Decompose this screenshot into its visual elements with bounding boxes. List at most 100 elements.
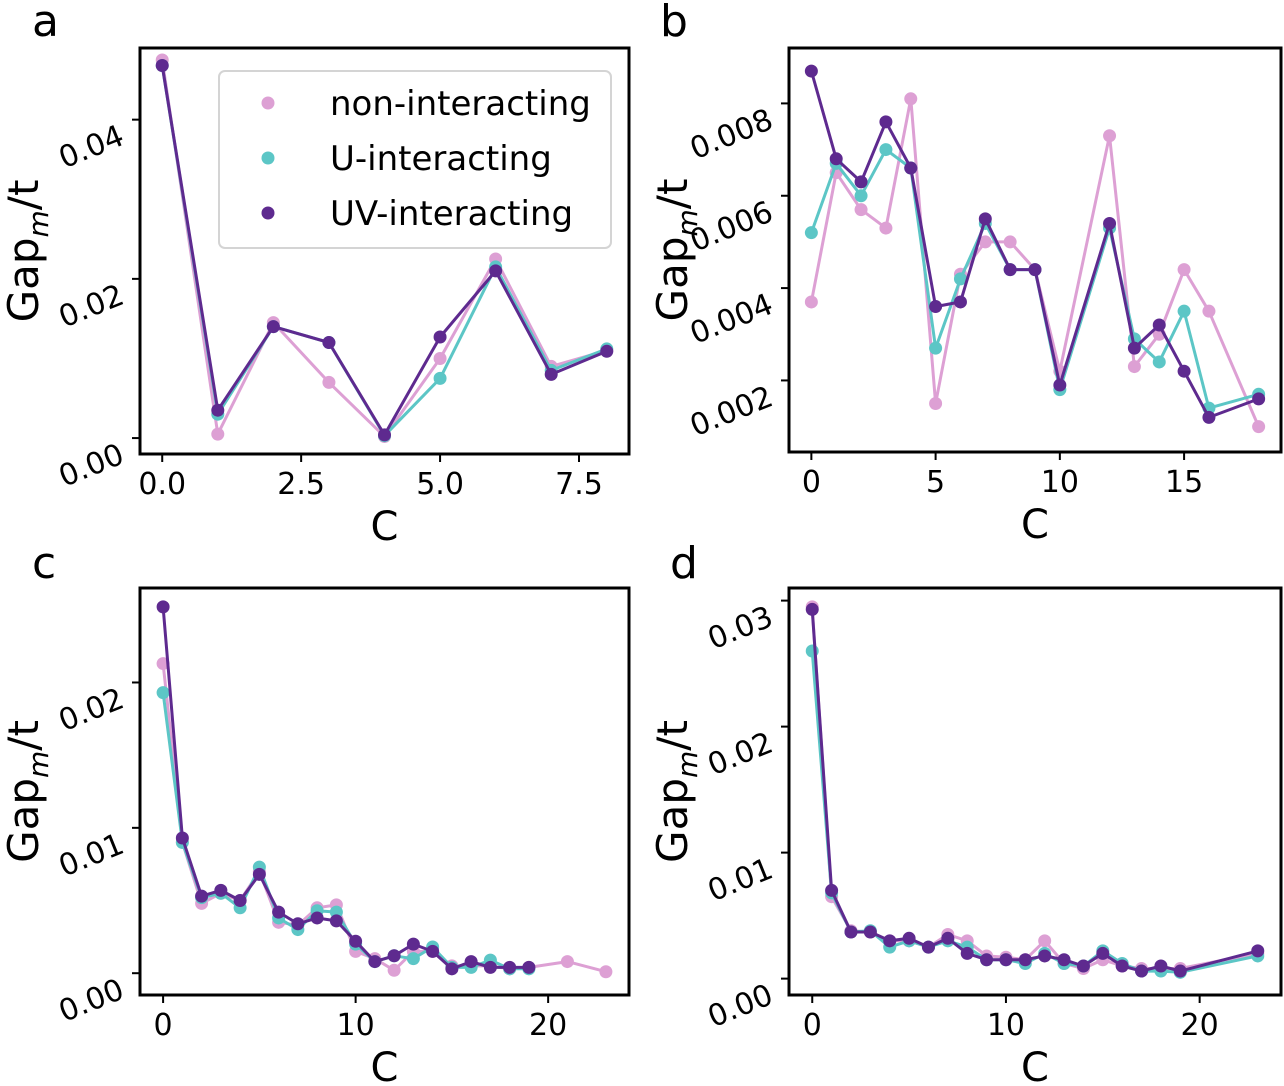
data-point-uv-interacting (214, 883, 228, 897)
x-axis-label-b: C (1021, 502, 1049, 548)
x-tick-label-b: 5 (926, 465, 945, 500)
data-point-uv-interacting (291, 917, 305, 931)
data-point-non-interacting (879, 221, 893, 235)
y-axis-label-subscript: m (671, 751, 704, 778)
series-line-u-interacting (809, 148, 1260, 410)
data-point-uv-interacting (1076, 959, 1090, 973)
data-point-non-interacting (1127, 360, 1141, 374)
series-line-uv-interacting (809, 70, 1260, 419)
y-axis-label-tail: /t (0, 180, 48, 211)
data-point-uv-interacting (378, 428, 391, 442)
data-point-non-interacting (904, 92, 918, 106)
series-non-interacting-d (805, 600, 1265, 976)
legend-frame (218, 70, 612, 249)
y-axis-label-main: Gap (648, 778, 697, 863)
x-tick-label-c: 20 (529, 1008, 567, 1043)
y-tick-label-a: 0.02 (54, 278, 129, 335)
chart-a: 0.0 2.5 5.0 7.5 0.00 0.02 0.04 C Gapm/t non-inter… (0, 46, 631, 550)
data-point-uv-interacting (445, 962, 459, 976)
data-point-uv-interacting (1038, 949, 1052, 963)
data-point-u-interacting (1152, 355, 1166, 369)
y-tick-label-b: 0.008 (685, 102, 778, 167)
data-point-non-interacting (854, 203, 868, 217)
panel-label-a: a (32, 0, 59, 47)
x-axis-label-d: C (1021, 1045, 1049, 1086)
y-tick-label-d: 0.03 (703, 600, 778, 657)
series-line-non-interacting (809, 97, 1260, 428)
data-point-uv-interacting (503, 960, 517, 974)
series-uv-interacting-d (805, 602, 1265, 978)
data-point-uv-interacting (1057, 953, 1071, 967)
data-point-uv-interacting (1152, 318, 1166, 332)
data-point-uv-interacting (1115, 959, 1129, 973)
panel-label-c: c (32, 538, 56, 589)
data-point-non-interacting (1177, 263, 1191, 277)
data-point-non-interacting (560, 955, 574, 969)
data-point-uv-interacting (929, 300, 943, 314)
y-tick-label-d: 0.00 (703, 978, 778, 1035)
data-point-uv-interacting (879, 115, 893, 129)
panel-label-d: d (670, 538, 698, 589)
data-point-uv-interacting (155, 59, 169, 73)
x-tick-label-c: 0 (154, 1008, 173, 1043)
series-line-non-interacting (810, 606, 1259, 970)
data-point-uv-interacting (433, 330, 447, 344)
y-tick-label-b: 0.004 (685, 287, 778, 352)
y-axis-label-d: Gapm/t (648, 720, 704, 863)
data-point-non-interacting (1038, 934, 1052, 948)
data-point-non-interacting (211, 427, 225, 441)
legend-marker-non-interacting (261, 96, 275, 110)
legend-marker-u-interacting (261, 151, 275, 165)
data-point-uv-interacting (1028, 263, 1042, 277)
plot-frame-d (787, 586, 1283, 997)
data-point-u-interacting (929, 341, 943, 355)
x-tick-label-a: 7.5 (555, 467, 603, 502)
data-point-non-interacting (1103, 129, 1117, 143)
x-tick-label-b: 10 (1041, 465, 1079, 500)
data-point-non-interacting (1003, 235, 1017, 249)
data-point-uv-interacting (211, 403, 225, 417)
data-point-non-interacting (804, 295, 818, 309)
y-tick-label-a: 0.04 (54, 119, 129, 176)
plot-frame-c (138, 586, 631, 997)
x-tick-label-b: 0 (802, 465, 821, 500)
series-non-interacting-b (804, 92, 1266, 434)
data-point-uv-interacting (1202, 410, 1216, 424)
data-point-uv-interacting (953, 295, 967, 309)
data-point-uv-interacting (233, 894, 247, 908)
data-point-uv-interacting (310, 911, 324, 925)
data-point-u-interacting (1177, 304, 1191, 318)
data-point-uv-interacting (483, 960, 497, 974)
legend: non-interacting U-interacting UV-interacti… (218, 70, 612, 249)
data-point-uv-interacting (406, 937, 420, 951)
x-tick-label-d: 10 (987, 1008, 1025, 1043)
panel-label-b: b (660, 0, 688, 47)
data-point-uv-interacting (156, 600, 170, 614)
data-point-non-interacting (929, 397, 943, 411)
x-tick-label-d: 0 (803, 1008, 822, 1043)
data-point-uv-interacting (1251, 944, 1265, 958)
y-tick-label-a: 0.00 (54, 437, 129, 494)
data-point-uv-interacting (863, 925, 877, 939)
data-point-uv-interacting (1127, 341, 1141, 355)
data-point-uv-interacting (829, 152, 843, 166)
data-point-uv-interacting (322, 336, 336, 350)
y-axis-label-main: Gap (648, 236, 697, 321)
data-point-uv-interacting (272, 905, 286, 919)
x-axis-label-a: C (371, 504, 399, 550)
plot-frame-a (138, 46, 631, 456)
legend-marker-uv-interacting (261, 206, 275, 220)
data-point-u-interacting (854, 189, 868, 203)
data-point-uv-interacting (195, 889, 209, 903)
data-point-uv-interacting (804, 64, 818, 78)
data-point-uv-interacting (980, 953, 994, 967)
data-point-uv-interacting (252, 867, 266, 881)
data-point-uv-interacting (999, 953, 1013, 967)
data-point-u-interacting (406, 952, 420, 966)
y-axis-label-c: Gapm/t (0, 720, 55, 863)
data-point-u-interacting (433, 371, 447, 385)
data-point-u-interacting (156, 686, 170, 700)
data-point-uv-interacting (522, 960, 536, 974)
y-axis-label-main: Gap (0, 778, 48, 863)
data-point-uv-interacting (844, 925, 858, 939)
